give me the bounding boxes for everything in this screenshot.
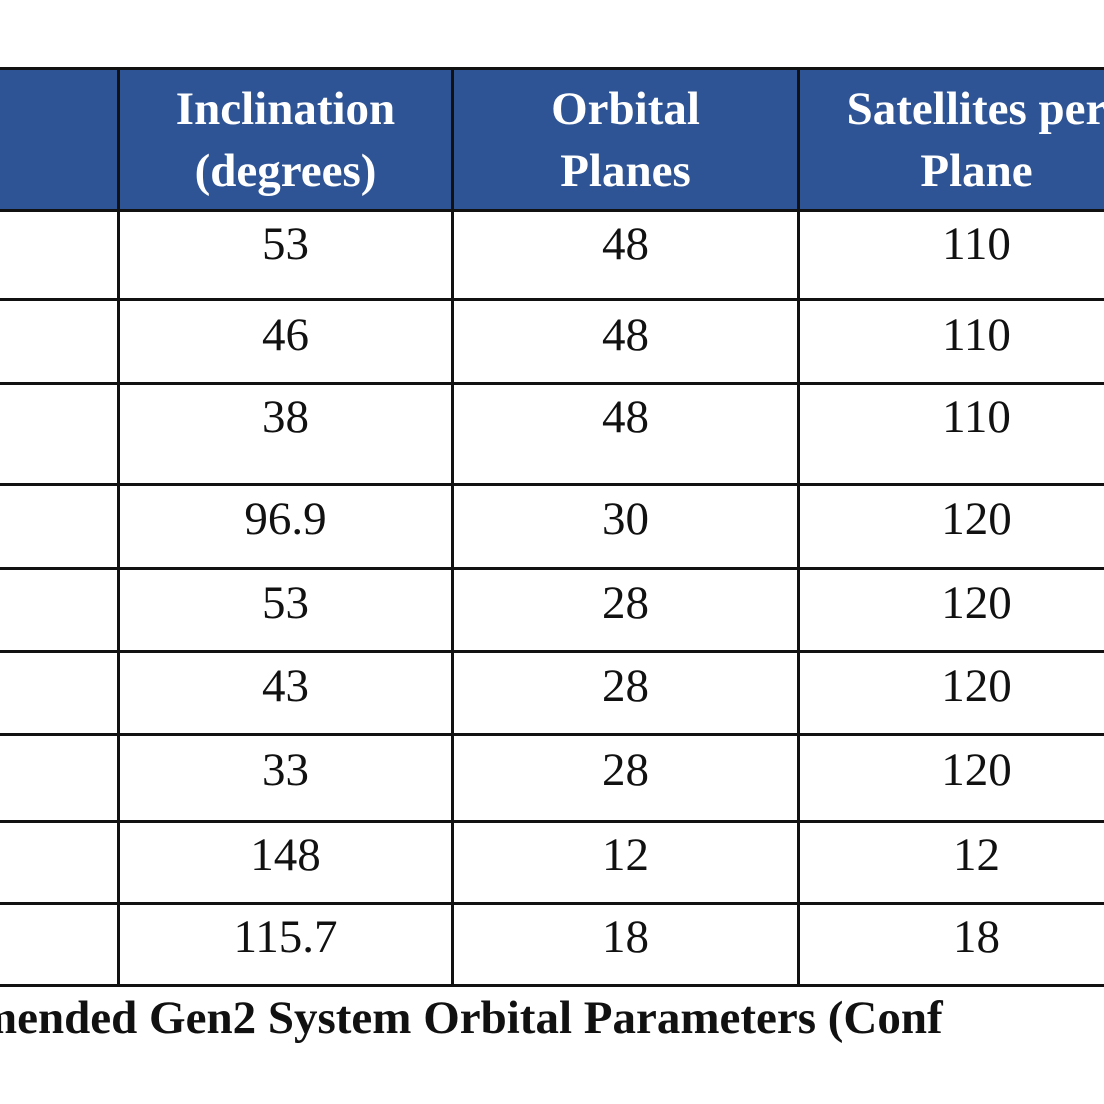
table-cell: 48 [451, 298, 800, 385]
table-cell: 120 [797, 650, 1104, 736]
table-cell: 53 [117, 209, 454, 301]
table-cell: 110 [797, 209, 1104, 301]
header-cell-orbital-planes: Orbital Planes [451, 67, 800, 212]
table-cell: 48 [451, 382, 800, 486]
table-row: 46 48 110 [0, 298, 1104, 385]
table-cell [0, 298, 120, 385]
header-cell-hidden-left [0, 67, 120, 212]
table-row: 33 28 120 [0, 733, 1104, 823]
header-cell-inclination: Inclination (degrees) [117, 67, 454, 212]
table-header: Inclination (degrees) Orbital Planes Sat… [0, 67, 1104, 212]
table-cell [0, 483, 120, 570]
orbital-parameters-table: Inclination (degrees) Orbital Planes Sat… [0, 67, 1104, 987]
table-cell: 53 [117, 567, 454, 653]
table-row: 148 12 12 [0, 820, 1104, 905]
table-cell: 38 [117, 382, 454, 486]
header-line: Inclination [175, 82, 396, 135]
table-cell: 28 [451, 567, 800, 653]
table-row: 43 28 120 [0, 650, 1104, 736]
table-cell [0, 733, 120, 823]
table-cell: 30 [451, 483, 800, 570]
table-cell: 28 [451, 650, 800, 736]
table-cell [0, 382, 120, 486]
table-cell [0, 650, 120, 736]
table-cell: 12 [797, 820, 1104, 905]
table-cell: 120 [797, 733, 1104, 823]
table-row: 115.7 18 18 [0, 902, 1104, 987]
table-row: 96.9 30 120 [0, 483, 1104, 570]
table-cell: 18 [797, 902, 1104, 987]
table-cell: 120 [797, 567, 1104, 653]
table-cell: 110 [797, 298, 1104, 385]
header-line: Plane [920, 144, 1033, 197]
table-cell: 115.7 [117, 902, 454, 987]
table-row: 53 28 120 [0, 567, 1104, 653]
table-cell: 120 [797, 483, 1104, 570]
table-cell [0, 209, 120, 301]
header-line: Satellites per [846, 82, 1104, 135]
table-row: 53 48 110 [0, 209, 1104, 301]
table-cell: 43 [117, 650, 454, 736]
table-cell: 148 [117, 820, 454, 905]
orbital-parameters-table-wrap: Inclination (degrees) Orbital Planes Sat… [0, 67, 1104, 987]
header-line: (degrees) [194, 144, 377, 197]
table-cell [0, 567, 120, 653]
table-cell: 12 [451, 820, 800, 905]
header-row: Inclination (degrees) Orbital Planes Sat… [0, 67, 1104, 212]
table-cell: 110 [797, 382, 1104, 486]
table-body: 53 48 110 46 48 110 38 48 110 [0, 209, 1104, 987]
table-cell [0, 902, 120, 987]
table-cell: 18 [451, 902, 800, 987]
table-cell: 48 [451, 209, 800, 301]
table-cell: 46 [117, 298, 454, 385]
header-cell-satellites-per-plane: Satellites per Plane [797, 67, 1104, 212]
header-line: Planes [560, 144, 691, 197]
header-line: Orbital [551, 82, 700, 135]
table-cell: 96.9 [117, 483, 454, 570]
table-row: 38 48 110 [0, 382, 1104, 486]
table-caption: mended Gen2 System Orbital Parameters (C… [0, 992, 943, 1044]
table-cell: 28 [451, 733, 800, 823]
table-cell: 33 [117, 733, 454, 823]
table-cell [0, 820, 120, 905]
